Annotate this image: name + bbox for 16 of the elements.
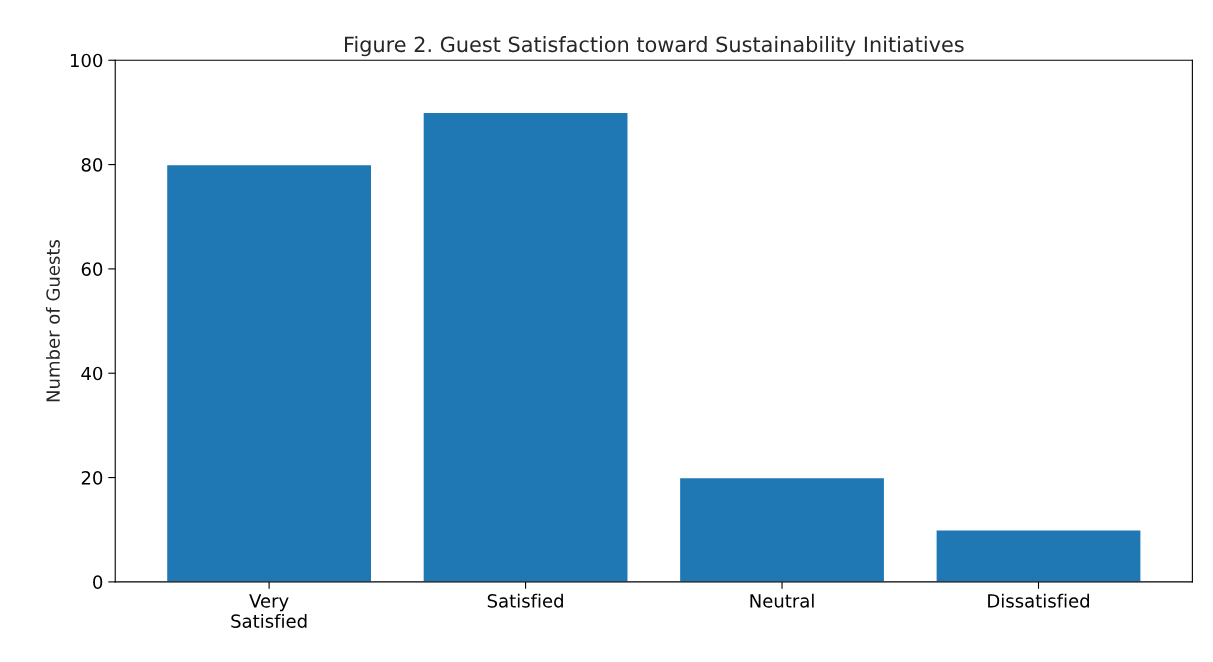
x-tick-label: Very Satisfied: [231, 594, 307, 628]
x-tick-label: Dissatisfied: [988, 593, 1089, 608]
y-tick-label: 80: [81, 158, 103, 172]
chart-title: Figure 2. Guest Satisfaction toward Sustainability Initiatives: [345, 36, 964, 57]
bar: [935, 529, 1142, 582]
y-tick-label: 60: [81, 262, 103, 277]
y-tick-label: 100: [70, 53, 103, 68]
bar: [422, 111, 629, 582]
y-tick-label: 0: [93, 575, 103, 590]
x-tick-label: Neutral: [750, 593, 814, 608]
bar: [165, 163, 373, 582]
bar: [678, 476, 886, 582]
x-tick-label: Satisfied: [487, 593, 563, 608]
y-axis-title: Number of Guests: [45, 240, 60, 402]
y-tick-label: 20: [81, 471, 103, 485]
y-tick-label: 40: [81, 366, 103, 381]
